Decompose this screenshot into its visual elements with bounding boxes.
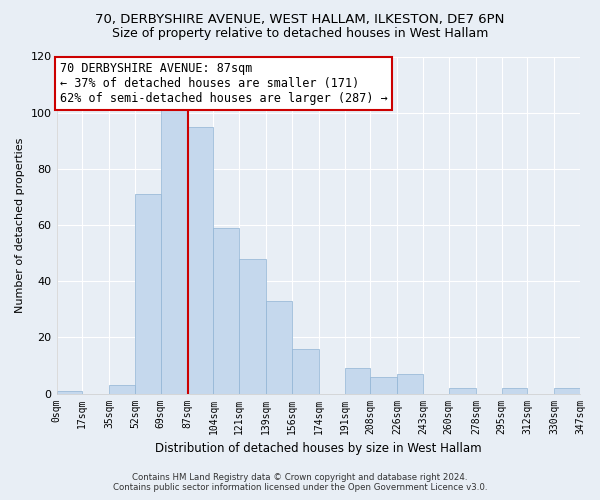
- Y-axis label: Number of detached properties: Number of detached properties: [15, 138, 25, 312]
- Bar: [266, 301, 292, 394]
- Bar: [554, 388, 580, 394]
- Bar: [56, 390, 82, 394]
- Bar: [188, 126, 214, 394]
- X-axis label: Distribution of detached houses by size in West Hallam: Distribution of detached houses by size …: [155, 442, 482, 455]
- Text: 70, DERBYSHIRE AVENUE, WEST HALLAM, ILKESTON, DE7 6PN: 70, DERBYSHIRE AVENUE, WEST HALLAM, ILKE…: [95, 12, 505, 26]
- Bar: [502, 388, 527, 394]
- Bar: [397, 374, 423, 394]
- Text: Size of property relative to detached houses in West Hallam: Size of property relative to detached ho…: [112, 28, 488, 40]
- Bar: [449, 388, 476, 394]
- Text: 70 DERBYSHIRE AVENUE: 87sqm
← 37% of detached houses are smaller (171)
62% of se: 70 DERBYSHIRE AVENUE: 87sqm ← 37% of det…: [59, 62, 388, 105]
- Bar: [344, 368, 370, 394]
- Bar: [292, 348, 319, 394]
- Bar: [135, 194, 161, 394]
- Bar: [109, 385, 135, 394]
- Bar: [370, 376, 397, 394]
- Bar: [161, 110, 188, 394]
- Bar: [239, 258, 266, 394]
- Text: Contains HM Land Registry data © Crown copyright and database right 2024.
Contai: Contains HM Land Registry data © Crown c…: [113, 473, 487, 492]
- Bar: [214, 228, 239, 394]
